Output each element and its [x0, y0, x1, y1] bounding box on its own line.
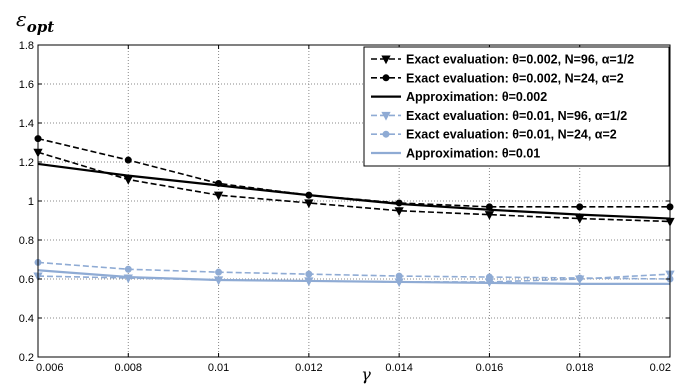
legend-label: Exact evaluation: θ=0.01, N=96, α=1/2 — [406, 109, 627, 123]
data-point-triangle — [484, 211, 495, 220]
series-line — [37, 162, 671, 220]
x-tick-label: 0.008 — [115, 362, 143, 374]
y-tick-label: 1.4 — [19, 118, 34, 130]
y-tick-label: 0.8 — [19, 235, 34, 247]
data-point-circle — [124, 156, 132, 164]
series-line — [37, 269, 670, 285]
data-point-circle — [485, 273, 493, 281]
axis-ticks: 0.006 0.008 0.01 0.012 0.014 0.016 0.018 0.02 0.… — [19, 40, 671, 374]
y-tick-label: 1.6 — [19, 79, 34, 91]
series-3 — [37, 162, 671, 220]
y-tick-label: 1.2 — [19, 157, 34, 169]
legend-item: Exact evaluation: θ=0.01, N=24, α=2 — [371, 128, 617, 142]
legend-label: Exact evaluation: θ=0.01, N=24, α=2 — [406, 128, 617, 142]
legend-item: Exact evaluation: θ=0.002, N=24, α=2 — [371, 71, 624, 85]
legend-label: Approximation: θ=0.01 — [406, 147, 540, 161]
data-point-circle — [382, 74, 390, 82]
data-point-circle — [215, 268, 223, 276]
x-tick-label: 0.014 — [385, 362, 413, 374]
x-tick-label: 0.01 — [208, 362, 229, 374]
x-tick-label: 0.02 — [650, 362, 671, 374]
legend-item: Approximation: θ=0.01 — [371, 147, 540, 161]
data-point-circle — [124, 265, 132, 273]
legend-box — [363, 46, 670, 167]
x-axis-label: γ — [361, 365, 371, 384]
x-tick-label: 0.012 — [295, 362, 323, 374]
y-axis-label-main: ε — [16, 7, 27, 31]
data-point-circle — [576, 203, 584, 211]
y-tick-label: 1.8 — [19, 40, 34, 52]
data-point-triangle — [381, 55, 391, 65]
series-line — [37, 261, 671, 280]
legend-item: Approximation: θ=0.002 — [371, 90, 547, 104]
legend-item: Exact evaluation: θ=0.01, N=96, α=1/2 — [371, 109, 627, 123]
series-group — [33, 135, 675, 288]
legend-label: Approximation: θ=0.002 — [406, 90, 547, 104]
data-point-triangle — [213, 191, 224, 201]
series-6 — [37, 269, 670, 285]
data-point-triangle — [381, 111, 391, 121]
series-line — [37, 151, 671, 223]
series-line — [37, 137, 670, 208]
data-point-triangle — [304, 199, 314, 209]
data-point-triangle — [394, 207, 404, 217]
data-point-circle — [305, 270, 313, 278]
data-point-circle — [576, 274, 584, 282]
y-tick-label: 0.4 — [19, 313, 34, 325]
y-tick-label: 1 — [28, 196, 34, 208]
legend-item: Exact evaluation: θ=0.002, N=96, α=1/2 — [371, 53, 634, 67]
y-tick-label: 0.6 — [19, 274, 34, 286]
data-point-triangle — [123, 176, 133, 185]
legend-label: Exact evaluation: θ=0.002, N=24, α=2 — [406, 71, 624, 85]
legend-label: Exact evaluation: θ=0.002, N=96, α=1/2 — [406, 53, 634, 67]
x-tick-label: 0.006 — [36, 362, 64, 374]
y-tick-label: 0.2 — [19, 352, 34, 364]
y-axis-label: εopt — [16, 7, 54, 36]
x-tick-label: 0.016 — [476, 362, 504, 374]
data-point-circle — [382, 130, 390, 138]
legend: Exact evaluation: θ=0.002, N=96, α=1/2 Ex… — [363, 46, 670, 167]
data-point-circle — [395, 272, 403, 280]
y-axis-label-sub: opt — [27, 18, 54, 36]
x-tick-label: 0.018 — [566, 362, 594, 374]
